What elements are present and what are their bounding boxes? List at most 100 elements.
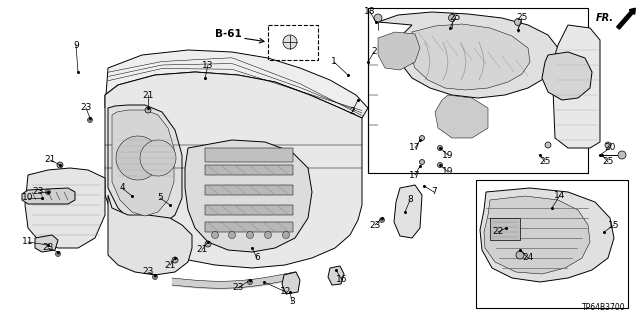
Bar [205,148,293,162]
Text: 3: 3 [289,298,295,307]
Circle shape [248,279,253,285]
Bar [490,218,520,240]
Text: 23: 23 [369,220,381,229]
Circle shape [374,14,382,22]
Polygon shape [410,24,530,90]
Polygon shape [542,52,592,100]
Text: 23: 23 [42,243,54,253]
Polygon shape [25,168,105,248]
Text: 23: 23 [142,268,154,277]
Polygon shape [105,50,368,118]
Circle shape [282,232,289,239]
Bar [268,25,318,60]
Circle shape [172,257,178,263]
Bar [205,205,293,215]
Text: 25: 25 [516,13,528,23]
Circle shape [211,232,218,239]
Text: 17: 17 [409,144,420,152]
Circle shape [140,140,176,176]
Circle shape [57,162,63,168]
Text: 12: 12 [280,287,292,296]
Text: TP64B3700: TP64B3700 [582,303,626,313]
Polygon shape [378,12,558,98]
Circle shape [618,151,626,159]
Text: 1: 1 [331,57,337,66]
Text: 10: 10 [22,194,34,203]
Circle shape [419,136,424,140]
Text: 23: 23 [32,188,44,197]
Polygon shape [328,266,344,285]
Circle shape [145,107,151,113]
Text: 19: 19 [442,167,454,176]
Polygon shape [108,105,182,228]
Circle shape [152,275,157,279]
Text: 25: 25 [449,13,461,23]
Circle shape [516,251,524,259]
Circle shape [45,189,51,195]
Polygon shape [112,110,174,216]
Polygon shape [552,25,600,148]
Text: 20: 20 [604,144,616,152]
Text: 5: 5 [157,194,163,203]
Polygon shape [435,95,488,138]
Text: 18: 18 [364,8,376,17]
Text: 16: 16 [336,276,348,285]
Circle shape [246,232,253,239]
Circle shape [56,251,61,256]
Polygon shape [480,188,614,282]
Text: 24: 24 [522,254,534,263]
Circle shape [283,35,297,49]
Text: 21: 21 [196,246,208,255]
Text: 4: 4 [119,183,125,192]
Text: 21: 21 [164,261,176,270]
Bar [476,180,628,308]
Text: 22: 22 [492,227,504,236]
Bar [205,222,293,232]
Text: FR.: FR. [596,13,614,23]
Polygon shape [22,188,75,204]
Polygon shape [185,140,312,252]
Polygon shape [394,185,422,238]
Bar [368,8,588,173]
Bar [205,165,293,175]
Text: 25: 25 [602,158,614,167]
Text: 23: 23 [80,103,92,113]
Circle shape [438,162,442,167]
Text: 14: 14 [554,190,566,199]
Text: 2: 2 [371,48,377,56]
Circle shape [88,117,93,122]
Circle shape [116,136,160,180]
Circle shape [545,142,551,148]
Circle shape [515,19,522,26]
Bar [205,185,293,195]
Text: 23: 23 [232,284,244,293]
Polygon shape [35,235,58,252]
Text: 11: 11 [22,238,34,247]
Text: 13: 13 [202,61,214,70]
Text: 7: 7 [431,188,437,197]
Circle shape [264,232,271,239]
Text: 21: 21 [44,155,56,165]
Polygon shape [105,72,362,268]
Text: 2: 2 [349,108,355,116]
Circle shape [419,160,424,165]
FancyArrow shape [617,8,636,29]
Text: 19: 19 [442,151,454,160]
Circle shape [380,218,385,222]
Text: 15: 15 [608,220,620,229]
Text: 8: 8 [407,196,413,204]
Circle shape [605,142,611,148]
Polygon shape [108,195,192,275]
Text: 25: 25 [540,158,550,167]
Text: 6: 6 [254,254,260,263]
Polygon shape [378,32,420,70]
Circle shape [438,145,442,151]
Circle shape [449,14,456,21]
Text: B-61: B-61 [214,29,241,39]
Text: 9: 9 [73,41,79,49]
Text: 17: 17 [409,170,420,180]
Text: 21: 21 [142,91,154,100]
Polygon shape [282,272,300,294]
Circle shape [205,241,211,247]
Circle shape [228,232,236,239]
